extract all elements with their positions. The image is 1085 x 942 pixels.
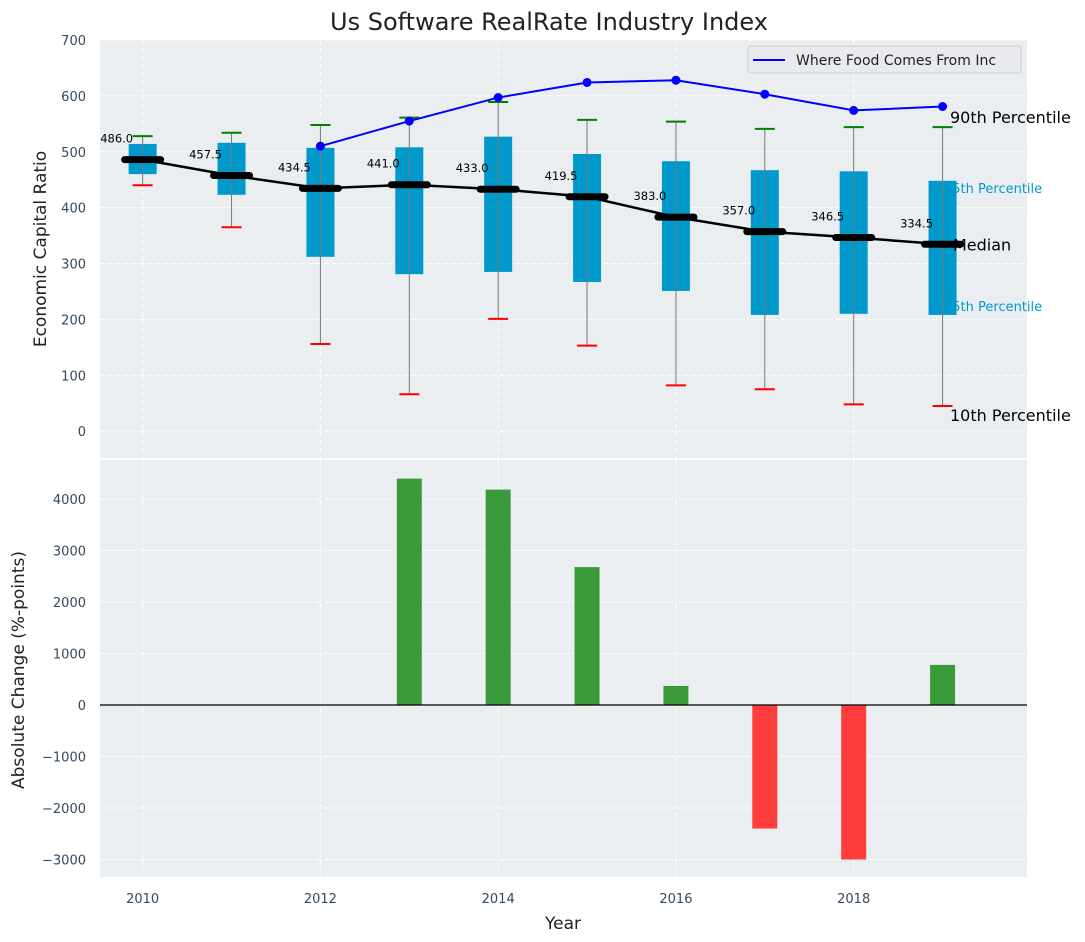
company-point	[849, 105, 859, 115]
top-y-axis-label: Economic Capital Ratio	[31, 151, 51, 347]
top-y-tick-label: 0	[78, 425, 86, 440]
annotation-25th: 25th Percentile	[944, 300, 1042, 315]
x-tick-label: 2012	[304, 892, 337, 907]
bottom-y-tick-label: 0	[78, 699, 86, 714]
median-value-label: 383.0	[633, 189, 666, 203]
legend-label: Where Food Comes From Inc	[796, 53, 996, 69]
median-value-label: 441.0	[367, 157, 400, 171]
x-tick-label: 2016	[659, 892, 692, 907]
top-y-tick-label: 400	[61, 202, 86, 217]
top-y-tick-label: 200	[61, 313, 86, 328]
top-plot-background	[100, 40, 1027, 458]
top-y-tick-label: 600	[61, 90, 86, 105]
x-tick-label: 2018	[837, 892, 870, 907]
legend: Where Food Comes From Inc	[747, 45, 1022, 74]
company-point	[760, 89, 770, 99]
annotation-75th: 75th Percentile	[944, 182, 1042, 197]
company-point	[493, 93, 503, 103]
bottom-y-tick-label: 1000	[53, 647, 86, 662]
bottom-y-axis-label: Absolute Change (%-points)	[9, 551, 29, 789]
bottom-y-tick-label: −1000	[42, 750, 86, 765]
bottom-plot-background	[100, 460, 1027, 877]
company-point	[671, 75, 681, 85]
x-tick-label: 2014	[482, 892, 515, 907]
change-bar	[485, 489, 511, 705]
median-value-label: 346.5	[811, 210, 844, 224]
company-line	[320, 79, 943, 148]
annotation-10th: 10th Percentile	[950, 406, 1071, 425]
company-point	[582, 77, 592, 87]
median-line	[142, 158, 943, 246]
median-value-label: 419.5	[545, 169, 578, 183]
bottom-y-tick-label: −3000	[42, 853, 86, 868]
annotation-90th: 90th Percentile	[950, 108, 1071, 127]
median-value-label: 434.5	[278, 160, 311, 174]
median-value-label: 433.0	[456, 161, 489, 175]
median-value-label: 457.5	[189, 148, 222, 162]
bottom-y-tick-label: 3000	[53, 544, 86, 559]
bottom-panel: −3000 −2000 −1000 0 1000 2000 3000 4000 2010 2012…	[42, 460, 1027, 907]
change-bar	[841, 704, 867, 860]
x-axis-label: Year	[544, 914, 581, 934]
change-bar	[663, 685, 689, 705]
change-bar	[752, 704, 778, 829]
top-y-tick-label: 100	[61, 369, 86, 384]
top-y-tick-label: 700	[61, 34, 86, 49]
bottom-y-tick-label: 4000	[53, 493, 86, 508]
company-point	[404, 116, 414, 126]
change-bar	[396, 478, 422, 705]
change-bar	[930, 664, 956, 705]
legend-box	[747, 45, 1022, 74]
change-bar	[574, 567, 600, 705]
top-y-tick-label: 500	[61, 146, 86, 161]
median-value-label: 357.0	[722, 204, 755, 218]
top-y-tick-label: 300	[61, 258, 86, 273]
annotation-median: Median	[953, 235, 1011, 254]
top-panel: 0 100 200 300 400 500 600 700 90th Percentile 75t…	[61, 34, 1071, 458]
bottom-y-tick-label: 2000	[53, 596, 86, 611]
median-value-label: 486.0	[100, 132, 133, 146]
bottom-y-tick-label: −2000	[42, 802, 86, 817]
company-point	[315, 141, 325, 151]
chart-title: Us Software RealRate Industry Index	[330, 8, 768, 36]
median-value-label: 334.5	[900, 216, 933, 230]
x-tick-label: 2010	[126, 892, 159, 907]
company-point	[938, 102, 948, 111]
